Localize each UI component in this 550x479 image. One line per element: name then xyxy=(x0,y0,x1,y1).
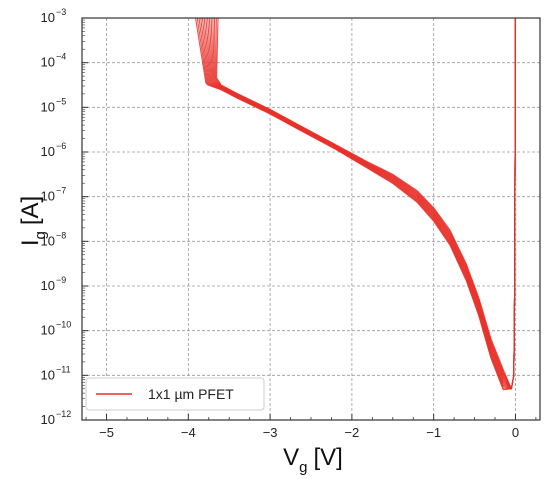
x-tick-label: −3 xyxy=(263,425,278,440)
x-axis-title-sub: g xyxy=(299,459,307,476)
x-axis-title-unit: [V] xyxy=(314,444,343,471)
y-tick-label: 10 xyxy=(41,367,55,382)
x-tick-label: −2 xyxy=(344,425,359,440)
series-curve xyxy=(200,17,517,390)
y-tick-exponent: −6 xyxy=(56,141,66,151)
y-tick-label: 10 xyxy=(41,55,55,70)
y-tick-exponent: −7 xyxy=(56,186,66,196)
series-curve xyxy=(210,17,517,390)
series-curve xyxy=(194,17,517,391)
x-tick-label: −4 xyxy=(181,425,196,440)
series-curve xyxy=(207,17,517,390)
y-tick-base: 10 xyxy=(41,278,55,293)
series-curve xyxy=(205,17,517,390)
series-curve xyxy=(212,17,517,390)
series-curve xyxy=(196,17,517,390)
y-axis-title-unit: [A] xyxy=(17,196,44,225)
series-curve xyxy=(216,17,517,390)
legend-label: 1x1 µm PFET xyxy=(148,386,234,402)
y-tick-label: 10 xyxy=(41,233,55,248)
y-tick-exponent: −8 xyxy=(56,230,66,240)
y-tick-exponent: −12 xyxy=(56,409,71,419)
legend-box xyxy=(85,377,265,411)
series-curve xyxy=(215,17,517,390)
x-tick-label: −5 xyxy=(99,425,114,440)
y-tick-exponent: −3 xyxy=(56,7,66,17)
y-tick-exponent: −10 xyxy=(56,320,71,330)
x-tick-label: 0 xyxy=(512,425,519,440)
axis-ticks: −5 −4 −3 −2 −1 010−1210−1110−1010−910−810−710… xyxy=(41,7,537,440)
y-axis-title-sub: g xyxy=(32,231,49,239)
y-tick-base: 10 xyxy=(41,367,55,382)
y-tick-base: 10 xyxy=(41,412,55,427)
y-tick-exponent: −4 xyxy=(56,52,66,62)
y-tick-label: 10 xyxy=(41,189,55,204)
series-curve xyxy=(208,17,517,390)
y-tick-label: 10 xyxy=(41,99,55,114)
series-curve xyxy=(214,17,517,390)
x-tick-label: −1 xyxy=(426,425,441,440)
x-axis-title-main: V xyxy=(283,444,299,471)
series-curve xyxy=(198,17,517,390)
y-tick-label: 10 xyxy=(41,412,55,427)
series-curve xyxy=(203,17,517,390)
y-tick-label: 10 xyxy=(41,278,55,293)
y-tick-exponent: −9 xyxy=(56,275,66,285)
y-tick-base: 10 xyxy=(41,144,55,159)
x-axis-title: Vg [V] xyxy=(283,444,343,476)
y-tick-base: 10 xyxy=(41,189,55,204)
y-tick-base: 10 xyxy=(41,10,55,25)
y-tick-base: 10 xyxy=(41,233,55,248)
series-curve xyxy=(201,17,517,390)
grid-lines xyxy=(82,17,540,421)
y-tick-label: 10 xyxy=(41,323,55,338)
series-curves xyxy=(194,17,517,391)
y-tick-base: 10 xyxy=(41,323,55,338)
y-tick-exponent: −11 xyxy=(56,364,71,374)
y-axis-title-main: I xyxy=(17,240,44,247)
plot-frame xyxy=(81,17,541,421)
legend: 1x1 µm PFET xyxy=(85,377,265,411)
y-tick-base: 10 xyxy=(41,99,55,114)
y-tick-exponent: −5 xyxy=(56,96,66,106)
y-tick-base: 10 xyxy=(41,55,55,70)
y-tick-label: 10 xyxy=(41,10,55,25)
y-tick-label: 10 xyxy=(41,144,55,159)
y-axis-title: Ig [A] xyxy=(17,196,49,246)
